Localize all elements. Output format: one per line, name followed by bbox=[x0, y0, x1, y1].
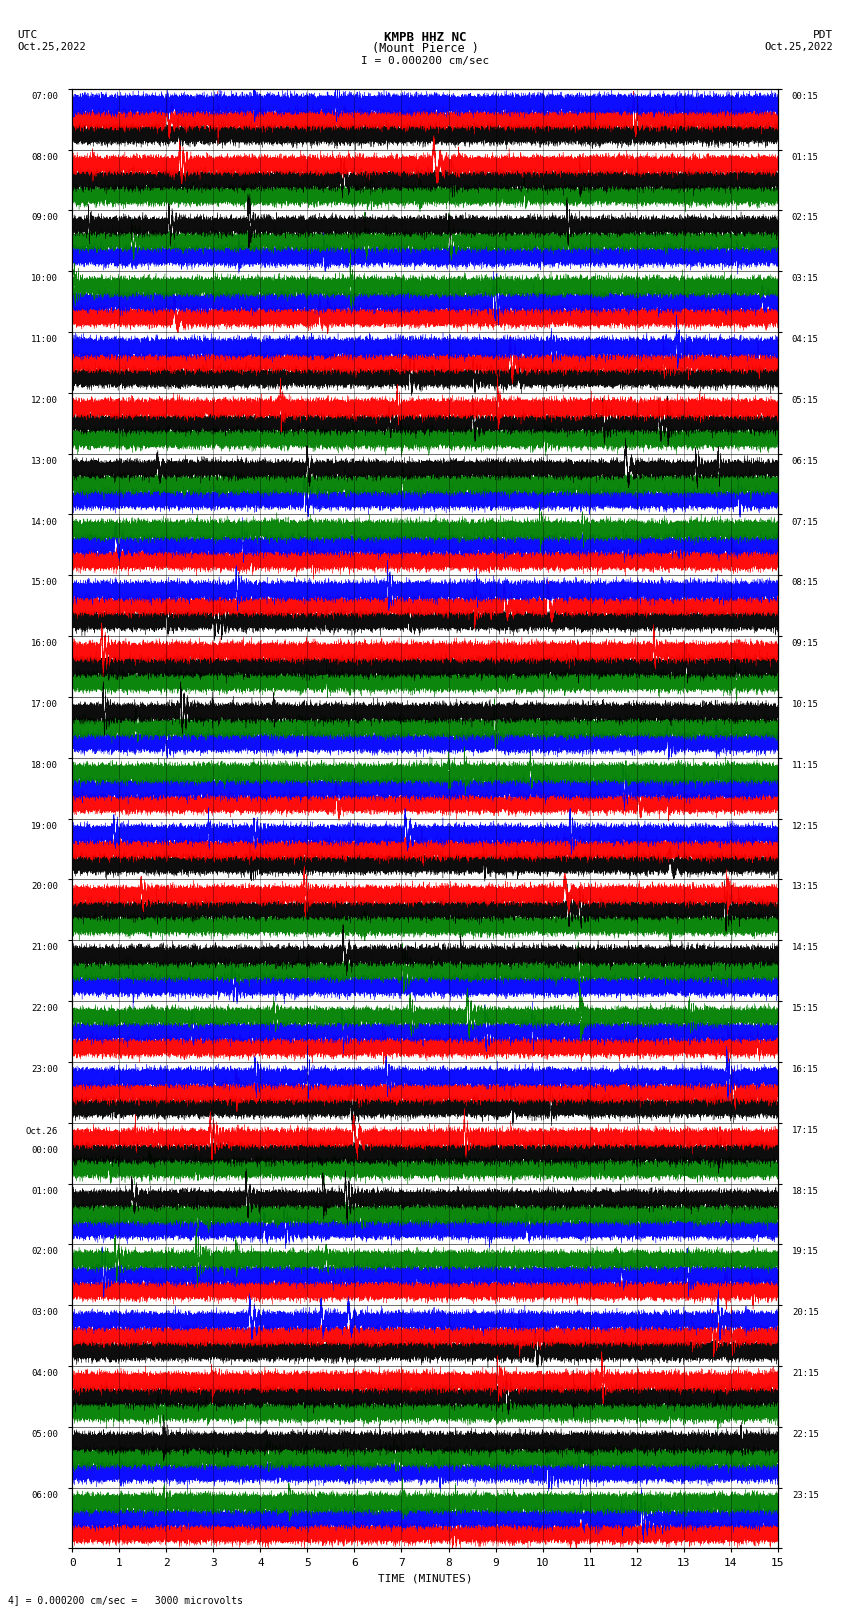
Text: 18:15: 18:15 bbox=[792, 1187, 819, 1195]
Text: 23:00: 23:00 bbox=[31, 1065, 58, 1074]
Text: 13:15: 13:15 bbox=[792, 882, 819, 892]
Text: 12:15: 12:15 bbox=[792, 821, 819, 831]
Text: 17:00: 17:00 bbox=[31, 700, 58, 710]
Text: 10:00: 10:00 bbox=[31, 274, 58, 284]
Text: 18:00: 18:00 bbox=[31, 761, 58, 769]
Text: 01:00: 01:00 bbox=[31, 1187, 58, 1195]
Text: 21:00: 21:00 bbox=[31, 944, 58, 952]
Text: 15:00: 15:00 bbox=[31, 579, 58, 587]
Text: UTC: UTC bbox=[17, 31, 37, 40]
Text: 20:15: 20:15 bbox=[792, 1308, 819, 1318]
Text: KMPB HHZ NC: KMPB HHZ NC bbox=[383, 31, 467, 44]
Text: 11:00: 11:00 bbox=[31, 336, 58, 344]
Text: 11:15: 11:15 bbox=[792, 761, 819, 769]
Text: PDT: PDT bbox=[813, 31, 833, 40]
Text: Oct.25,2022: Oct.25,2022 bbox=[17, 42, 86, 52]
Text: 04:15: 04:15 bbox=[792, 336, 819, 344]
Text: 04:00: 04:00 bbox=[31, 1369, 58, 1378]
Text: 01:15: 01:15 bbox=[792, 153, 819, 161]
Text: 4] = 0.000200 cm/sec =   3000 microvolts: 4] = 0.000200 cm/sec = 3000 microvolts bbox=[8, 1595, 243, 1605]
Text: 22:15: 22:15 bbox=[792, 1429, 819, 1439]
Text: 15:15: 15:15 bbox=[792, 1005, 819, 1013]
Text: 23:15: 23:15 bbox=[792, 1490, 819, 1500]
Text: 20:00: 20:00 bbox=[31, 882, 58, 892]
Text: 09:15: 09:15 bbox=[792, 639, 819, 648]
Text: (Mount Pierce ): (Mount Pierce ) bbox=[371, 42, 479, 55]
Text: 00:15: 00:15 bbox=[792, 92, 819, 100]
Text: 07:00: 07:00 bbox=[31, 92, 58, 100]
Text: Oct.26: Oct.26 bbox=[26, 1127, 58, 1136]
Text: 19:15: 19:15 bbox=[792, 1247, 819, 1257]
Text: 10:15: 10:15 bbox=[792, 700, 819, 710]
X-axis label: TIME (MINUTES): TIME (MINUTES) bbox=[377, 1573, 473, 1582]
Text: 13:00: 13:00 bbox=[31, 456, 58, 466]
Text: 02:15: 02:15 bbox=[792, 213, 819, 223]
Text: Oct.25,2022: Oct.25,2022 bbox=[764, 42, 833, 52]
Text: 16:00: 16:00 bbox=[31, 639, 58, 648]
Text: 09:00: 09:00 bbox=[31, 213, 58, 223]
Text: 16:15: 16:15 bbox=[792, 1065, 819, 1074]
Text: 03:00: 03:00 bbox=[31, 1308, 58, 1318]
Text: 06:15: 06:15 bbox=[792, 456, 819, 466]
Text: 02:00: 02:00 bbox=[31, 1247, 58, 1257]
Text: 08:15: 08:15 bbox=[792, 579, 819, 587]
Text: 07:15: 07:15 bbox=[792, 518, 819, 526]
Text: 14:00: 14:00 bbox=[31, 518, 58, 526]
Text: 03:15: 03:15 bbox=[792, 274, 819, 284]
Text: 14:15: 14:15 bbox=[792, 944, 819, 952]
Text: 05:00: 05:00 bbox=[31, 1429, 58, 1439]
Text: 22:00: 22:00 bbox=[31, 1005, 58, 1013]
Text: 08:00: 08:00 bbox=[31, 153, 58, 161]
Text: 12:00: 12:00 bbox=[31, 395, 58, 405]
Text: I = 0.000200 cm/sec: I = 0.000200 cm/sec bbox=[361, 56, 489, 66]
Text: 17:15: 17:15 bbox=[792, 1126, 819, 1136]
Text: 19:00: 19:00 bbox=[31, 821, 58, 831]
Text: 21:15: 21:15 bbox=[792, 1369, 819, 1378]
Text: 05:15: 05:15 bbox=[792, 395, 819, 405]
Text: 06:00: 06:00 bbox=[31, 1490, 58, 1500]
Text: 00:00: 00:00 bbox=[31, 1145, 58, 1155]
